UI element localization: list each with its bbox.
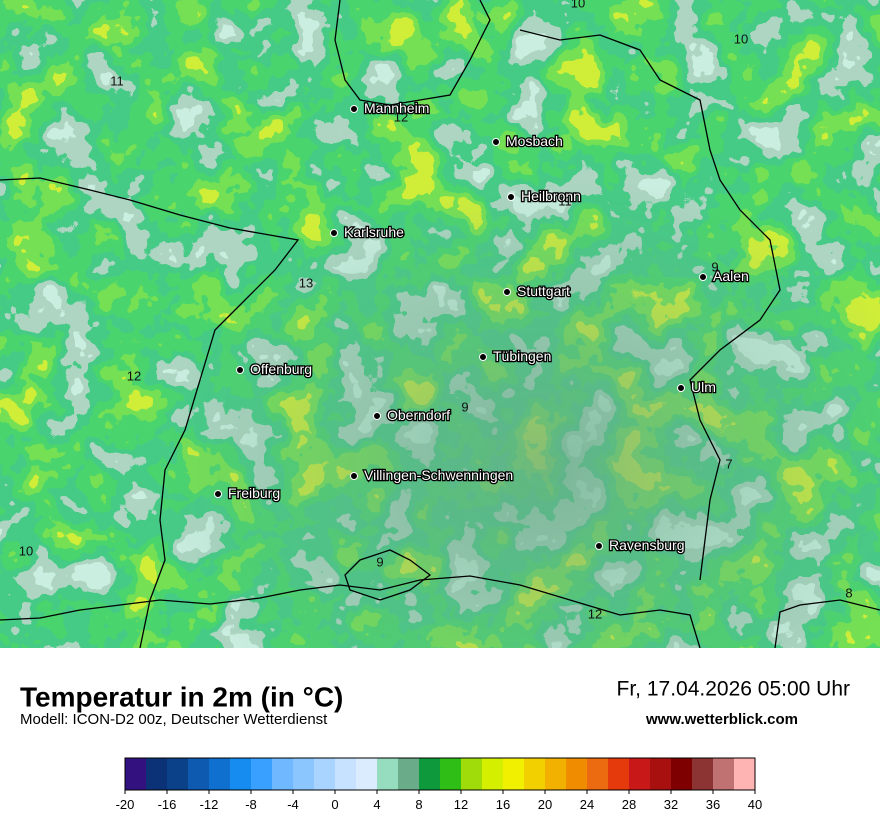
date: Fr, 17.04.2026 05:00 Uhr [617,678,851,701]
city-dot [507,193,515,201]
colorbar-bin [482,758,504,790]
city-dot [350,105,358,113]
contour-label: 11 [110,73,124,88]
colorbar-bin [398,758,420,790]
colorbar-tick-label: -12 [200,797,219,812]
colorbar-bin [293,758,315,790]
colorbar-bin [230,758,252,790]
city-label: Mosbach [506,133,563,149]
title: Temperatur in 2m (in °C) [20,681,343,712]
city-label: Aalen [713,268,749,284]
city-label: Karlsruhe [344,224,404,240]
colorbar-bin [377,758,399,790]
contour-label: 9 [711,259,718,274]
city-label: Freiburg [228,485,280,501]
colorbar-bin [188,758,210,790]
city-label: Stuttgart [517,283,570,299]
city-dot [595,542,603,550]
colorbar-bin [125,758,147,790]
contour-label: 12 [588,606,602,621]
contour-labels: 10 10 11 12 11 9 13 12 9 7 10 9 12 8 [19,0,853,621]
city-label: Ulm [691,379,716,395]
colorbar-tick-label: 36 [706,797,720,812]
colorbar-bin [440,758,462,790]
colorbar-tick-label: -20 [116,797,135,812]
contour-label: 10 [19,543,33,558]
colorbar-tick-label: 12 [454,797,468,812]
colorbar-bin [692,758,714,790]
city-label: Ravensburg [609,537,685,553]
colorbar-tick-label: 0 [331,797,338,812]
city-dot [330,229,338,237]
cool-area [0,0,880,648]
colorbar-bin [146,758,168,790]
colorbar-bin [671,758,693,790]
colorbar-bin [209,758,231,790]
city-dot [699,273,707,281]
colorbar-bin [545,758,567,790]
colorbar-bin [713,758,735,790]
colorbar-tick-label: 24 [580,797,594,812]
city-dot [479,353,487,361]
colorbar-bin [587,758,609,790]
city-dot [214,490,222,498]
contour-label: 9 [376,554,383,569]
subtitle: Modell: ICON-D2 00z, Deutscher Wetterdie… [20,711,328,728]
city-label: Mannheim [364,100,429,116]
contour-label: 10 [571,0,585,10]
colorbar-bin [335,758,357,790]
colorbar-bin [461,758,483,790]
colorbar-tick-label: -8 [245,797,257,812]
colorbar-tick-label: 16 [496,797,510,812]
contour-label: 10 [734,31,748,46]
city-label: Heilbronn [521,188,581,204]
colorbar-frame [124,757,756,791]
contour-label: 9 [461,399,468,414]
colorbar-bin [356,758,378,790]
colorbar-bin [314,758,336,790]
colorbar-bin [734,758,756,790]
city-dot [350,472,358,480]
colorbar-tick-label: -16 [158,797,177,812]
colorbar-bin [272,758,294,790]
colorbar-bin [419,758,441,790]
colorbar-bin [566,758,588,790]
cities: Mannheim Mosbach Heilbronn Karlsruhe Aalen St… [214,99,750,554]
city-label: Oberndorf [387,407,450,423]
borders [0,0,880,648]
contour-label: 12 [394,109,408,124]
city-dot [492,138,500,146]
colorbar-tick-label: 32 [664,797,678,812]
city-dot [373,412,381,420]
city-dot [236,366,244,374]
colorbar-bin [629,758,651,790]
contour-label: 8 [845,585,852,600]
colorbar-bin [167,758,189,790]
contour-label: 7 [725,456,732,471]
contour-label: 11 [558,193,572,208]
colorbar-tick-label: -4 [287,797,299,812]
contour-label: 13 [299,275,313,290]
colorbar-tick-label: 28 [622,797,636,812]
contour-label: 12 [127,368,141,383]
city-dot [677,384,685,392]
colorbar-tick-label: 20 [538,797,552,812]
website: www.wetterblick.com [645,711,798,728]
colorbar-bin [503,758,525,790]
colorbar-tick-label: 4 [373,797,380,812]
city-label: Offenburg [250,361,312,377]
colorbar-tick-label: 40 [748,797,762,812]
colorbar: -20 -16 -12 -8 -4 0 4 8 12 16 20 24 28 32 36 40 [116,757,762,812]
map: Mannheim Mosbach Heilbronn Karlsruhe Aalen St… [0,0,880,648]
colorbar-bin [650,758,672,790]
city-dot [503,288,511,296]
colorbar-bin [608,758,630,790]
colorbar-tick-label: 8 [415,797,422,812]
city-label: Tübingen [493,348,551,364]
colorbar-bin [251,758,273,790]
colorbar-bin [524,758,546,790]
city-label: Villingen-Schwenningen [364,467,513,483]
